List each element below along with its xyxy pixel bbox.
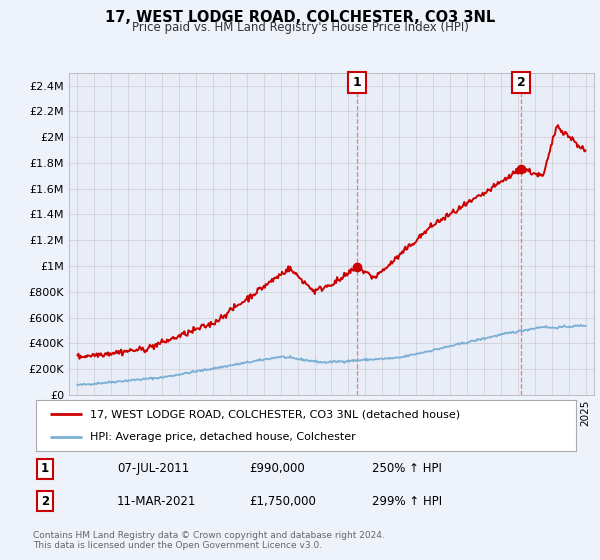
Text: £990,000: £990,000 <box>249 462 305 475</box>
Text: 250% ↑ HPI: 250% ↑ HPI <box>372 462 442 475</box>
Text: 1: 1 <box>353 76 362 89</box>
Text: Contains HM Land Registry data © Crown copyright and database right 2024.
This d: Contains HM Land Registry data © Crown c… <box>33 531 385 550</box>
Text: 07-JUL-2011: 07-JUL-2011 <box>117 462 189 475</box>
Text: £1,750,000: £1,750,000 <box>249 494 316 508</box>
Text: HPI: Average price, detached house, Colchester: HPI: Average price, detached house, Colc… <box>90 432 356 442</box>
Text: 17, WEST LODGE ROAD, COLCHESTER, CO3 3NL: 17, WEST LODGE ROAD, COLCHESTER, CO3 3NL <box>105 10 495 25</box>
Text: 2: 2 <box>517 76 526 89</box>
Text: 11-MAR-2021: 11-MAR-2021 <box>117 494 196 508</box>
Text: 17, WEST LODGE ROAD, COLCHESTER, CO3 3NL (detached house): 17, WEST LODGE ROAD, COLCHESTER, CO3 3NL… <box>90 409 460 419</box>
Text: 2: 2 <box>41 494 49 508</box>
Text: 1: 1 <box>41 462 49 475</box>
Text: 299% ↑ HPI: 299% ↑ HPI <box>372 494 442 508</box>
Text: Price paid vs. HM Land Registry's House Price Index (HPI): Price paid vs. HM Land Registry's House … <box>131 21 469 34</box>
